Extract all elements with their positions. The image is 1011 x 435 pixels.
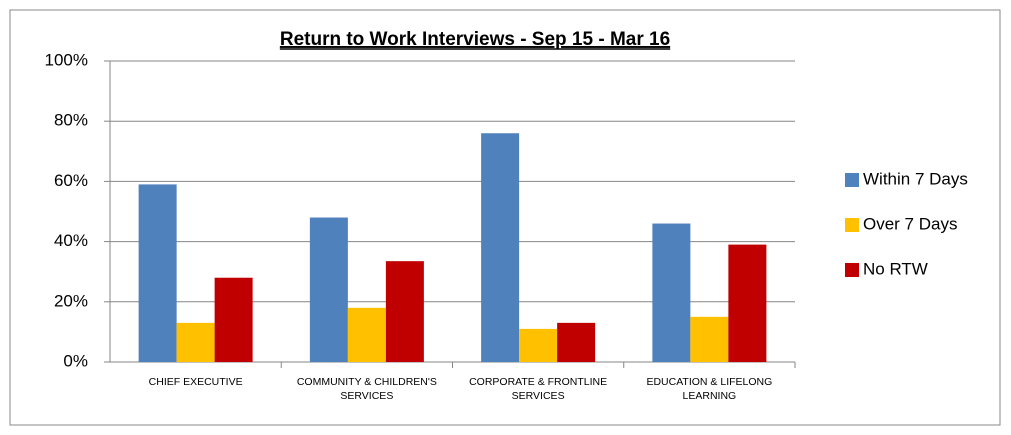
bar [652, 223, 691, 362]
legend-swatch [845, 263, 859, 277]
y-tick-label: 0% [63, 351, 88, 370]
bar [690, 316, 729, 362]
bar [176, 322, 215, 362]
bar [481, 133, 520, 362]
legend-label: No RTW [863, 259, 928, 278]
bar [519, 328, 558, 362]
bar [214, 277, 253, 362]
bar [557, 322, 596, 362]
x-tick-label: CORPORATE & FRONTLINE SERVICES [469, 376, 608, 402]
legend-label: Within 7 Days [863, 169, 968, 188]
bar [347, 307, 386, 362]
y-tick-label: 80% [54, 111, 88, 130]
bar [728, 244, 767, 362]
y-tick-label: 20% [54, 291, 88, 310]
bar [385, 261, 424, 362]
chart-title: Return to Work Interviews - Sep 15 - Mar… [280, 29, 670, 50]
x-tick-label: CHIEF EXECUTIVE [148, 376, 243, 388]
legend-label: Over 7 Days [863, 214, 957, 233]
legend-swatch [845, 173, 859, 187]
bar [138, 184, 177, 362]
y-tick-label: 40% [54, 231, 88, 250]
x-tick-label: EDUCATION & LIFELONG LEARNING [646, 376, 773, 402]
y-tick-label: 100% [45, 50, 88, 69]
y-tick-label: 60% [54, 171, 88, 190]
bar [309, 217, 348, 362]
legend-swatch [845, 218, 859, 232]
x-tick-label: COMMUNITY & CHILDREN'S SERVICES [296, 376, 437, 402]
